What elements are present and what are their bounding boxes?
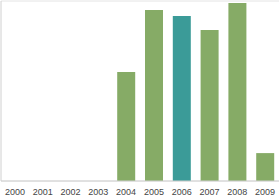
svg-text:2001: 2001 [33, 187, 53, 195]
svg-text:2003: 2003 [88, 187, 108, 195]
svg-text:2000: 2000 [8, 187, 25, 195]
svg-text:2005: 2005 [144, 187, 164, 195]
svg-text:2008: 2008 [227, 187, 247, 195]
svg-text:2007: 2007 [199, 187, 219, 195]
svg-text:2009: 2009 [255, 187, 272, 195]
svg-text:2004: 2004 [116, 187, 136, 195]
svg-text:2002: 2002 [60, 187, 80, 195]
svg-text:2006: 2006 [172, 187, 192, 195]
